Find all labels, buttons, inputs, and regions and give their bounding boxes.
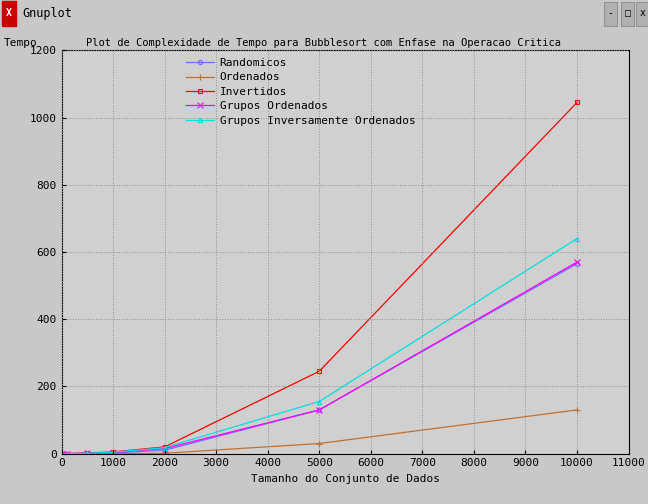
Randomicos [58, 451, 65, 457]
Line: Grupos Ordenados: Grupos Ordenados [58, 259, 581, 457]
Ordenados [316, 440, 323, 447]
Line: Grupos Inversamente Ordenados: Grupos Inversamente Ordenados [60, 236, 579, 456]
Line: Randomicos: Randomicos [60, 262, 579, 456]
Ordenados [63, 451, 71, 457]
Text: Tempo: Tempo [4, 38, 38, 48]
Randomicos [573, 261, 581, 267]
Invertidos [161, 444, 168, 450]
Text: □: □ [625, 8, 631, 18]
Bar [604, 2, 617, 26]
Grupos Ordenados [573, 259, 581, 265]
Ordenados [58, 451, 65, 457]
Ordenados [573, 407, 581, 413]
Grupos Inversamente Ordenados [316, 399, 323, 405]
Bar [621, 2, 634, 26]
Text: x: x [640, 8, 645, 18]
Text: -: - [608, 8, 614, 18]
Randomicos [110, 450, 117, 456]
Ordenados [161, 450, 168, 456]
Grupos Inversamente Ordenados [573, 235, 581, 241]
Grupos Ordenados [316, 407, 323, 413]
Randomicos [316, 407, 323, 413]
Grupos Ordenados [63, 451, 71, 457]
Bar [2, 2, 16, 26]
Randomicos [161, 447, 168, 453]
Line: Invertidos: Invertidos [60, 100, 579, 456]
Invertidos [58, 451, 65, 457]
Grupos Inversamente Ordenados [63, 451, 71, 457]
Grupos Inversamente Ordenados [58, 451, 65, 457]
Legend: Randomicos, Ordenados, Invertidos, Grupos Ordenados, Grupos Inversamente Ordenad: Randomicos, Ordenados, Invertidos, Grupo… [186, 58, 415, 126]
Grupos Ordenados [110, 450, 117, 456]
Invertidos [63, 451, 71, 457]
Grupos Ordenados [58, 451, 65, 457]
Ordenados [84, 451, 91, 457]
Grupos Ordenados [161, 446, 168, 452]
Grupos Inversamente Ordenados [110, 449, 117, 455]
Text: Plot de Complexidade de Tempo para Bubblesort com Enfase na Operacao Critica: Plot de Complexidade de Tempo para Bubbl… [86, 38, 562, 48]
Randomicos [84, 451, 91, 457]
X-axis label: Tamanho do Conjunto de Dados: Tamanho do Conjunto de Dados [251, 474, 439, 484]
Grupos Inversamente Ordenados [161, 445, 168, 451]
Grupos Inversamente Ordenados [84, 450, 91, 456]
Bar [636, 2, 648, 26]
Randomicos [63, 451, 71, 457]
Grupos Ordenados [84, 450, 91, 456]
Invertidos [110, 449, 117, 455]
Ordenados [110, 451, 117, 457]
Text: Gnuplot: Gnuplot [22, 7, 72, 20]
Line: Ordenados: Ordenados [58, 406, 581, 457]
Text: X: X [6, 8, 12, 18]
Invertidos [84, 450, 91, 456]
Invertidos [316, 368, 323, 374]
Invertidos [573, 99, 581, 105]
